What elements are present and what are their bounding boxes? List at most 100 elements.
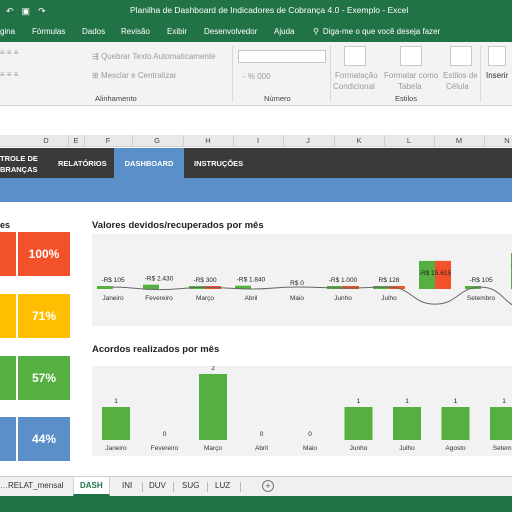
chart2-title: Acordos realizados por mês [92, 344, 220, 355]
data-label: 0 [260, 431, 264, 438]
dashboard-nav: TROLE DE BRANÇAS RELATÓRIOS DASHBOARD IN… [0, 148, 512, 178]
insert-cells-icon [488, 46, 506, 66]
save-icon[interactable]: ▣ [21, 5, 31, 16]
x-tick-label: Julho [381, 295, 397, 302]
number-format-dropdown[interactable] [238, 50, 326, 63]
column-header[interactable]: K [356, 136, 362, 145]
format-table-icon [400, 46, 422, 66]
x-tick-label: Março [196, 295, 214, 302]
ribbon-separator [232, 46, 233, 102]
nav-reports[interactable]: RELATÓRIOS [58, 158, 107, 168]
column-header[interactable]: J [306, 136, 310, 145]
column-header[interactable]: D [43, 136, 49, 145]
tab-view[interactable]: Exibir [167, 27, 188, 36]
cell-styles-label-1[interactable]: Estilos de [443, 71, 478, 80]
tab-help[interactable]: Ajuda [274, 27, 295, 36]
bar-recovered [235, 285, 251, 289]
sheet-tab-ini[interactable]: INI [122, 481, 133, 490]
format-table-label-2[interactable]: Tabela [398, 82, 422, 91]
column-header[interactable]: N [504, 136, 510, 145]
bar-owed [435, 260, 451, 289]
format-table-label-1[interactable]: Formatar como [384, 71, 439, 80]
chart1-title: Valores devidos/recuperados por mês [92, 220, 264, 231]
bar-agreements [102, 407, 130, 440]
nav-instructions[interactable]: INSTRUÇÕES [194, 158, 244, 168]
trend-line [112, 286, 512, 306]
tab-formulas[interactable]: Fórmulas [32, 27, 66, 36]
bar-recovered [97, 286, 113, 289]
sheet-scroll-left[interactable]: … [0, 481, 8, 490]
bar-recovered [143, 284, 159, 289]
tab-page-layout[interactable]: gina [0, 27, 16, 36]
status-bar [0, 496, 512, 512]
kpi-value: 57% [18, 356, 70, 400]
align-icons-row2[interactable]: ≡ ≡ ≡ [0, 70, 19, 79]
column-header[interactable]: L [406, 136, 412, 145]
kpi-value: 71% [18, 294, 70, 338]
wrap-text-button[interactable]: ⇶ Quebrar Texto Automaticamente [92, 52, 216, 61]
nav-dashboard[interactable]: DASHBOARD [114, 148, 184, 178]
sheet-tab-relat-mensal[interactable]: RELAT_mensal [8, 481, 64, 490]
add-sheet-icon[interactable]: + [262, 480, 274, 492]
column-headers: D E F G H I J K L M N [0, 135, 512, 147]
ribbon-tabs: gina Fórmulas Dados Revisão Exibir Desen… [0, 22, 512, 42]
data-label: R$ 128 [379, 277, 400, 284]
cell-styles-label-2[interactable]: Célula [446, 82, 469, 91]
sheet-tabs: … RELAT_mensal DASH INI DUV SUG LUZ + [0, 476, 512, 496]
insert-button[interactable]: Inserir [486, 71, 509, 80]
kpi-accent [0, 294, 16, 338]
ribbon-separator [480, 46, 481, 102]
x-tick-label: Janeiro [102, 295, 124, 302]
data-label: -R$ 20.000 [511, 262, 512, 269]
conditional-format-label-1[interactable]: Formatação [335, 71, 378, 80]
x-tick-label: Setemb [493, 445, 512, 452]
bar-agreements [344, 407, 373, 440]
chart2-area[interactable]: 1 Janeiro 0 Fevereiro 2 Março 0 Abril 0 Maio 1 Junh… [92, 366, 512, 456]
merge-center-button[interactable]: ⊞ Mesclar e Centralizar [92, 71, 177, 80]
data-label: -R$ 2.430 [145, 276, 174, 283]
x-tick-label: Junho [350, 445, 368, 452]
bar-recovered [327, 286, 343, 289]
data-label: 0 [163, 431, 167, 438]
sheet-tab-luz[interactable]: LUZ [215, 481, 231, 490]
sheet-tab-sug[interactable]: SUG [182, 481, 200, 490]
redo-icon[interactable]: ↷ [38, 5, 46, 16]
sheet-tab-dash[interactable]: DASH [73, 477, 110, 496]
search-icon: ⚲ [313, 27, 319, 36]
column-header[interactable]: H [205, 136, 211, 145]
bar-agreements [490, 407, 512, 440]
bar-agreements [199, 374, 227, 440]
tab-developer[interactable]: Desenvolvedor [204, 27, 258, 36]
tab-review[interactable]: Revisão [121, 27, 150, 36]
kpi-value: 44% [18, 417, 70, 461]
tab-data[interactable]: Dados [82, 27, 106, 36]
window-title: Planilha de Dashboard de Indicadores de … [130, 5, 409, 15]
conditional-format-label-2[interactable]: Condicional [333, 82, 375, 91]
align-icons-row1[interactable]: ≡ ≡ ≡ [0, 48, 19, 57]
data-label: R$ 0 [290, 280, 304, 287]
kpi-value: 100% [18, 232, 70, 276]
tell-me-search[interactable]: ⚲ Diga-me o que você deseja fazer [313, 27, 440, 36]
x-tick-label: Fevereiro [145, 295, 173, 302]
chart1-area[interactable]: -R$ 105 Janeiro -R$ 2.430 Fevereiro -R$ 300 M… [92, 234, 512, 326]
column-header[interactable]: G [154, 136, 160, 145]
column-header[interactable]: E [73, 136, 79, 145]
conditional-format-icon [344, 46, 366, 66]
column-header[interactable]: F [105, 136, 111, 145]
bar-owed [343, 286, 359, 289]
kpi-accent [0, 417, 16, 461]
data-label: -R$ 1.000 [329, 277, 358, 284]
data-label: 0 [308, 431, 312, 438]
x-tick-label: Maio [290, 295, 304, 302]
number-format-buttons[interactable]: - % 000 [243, 72, 271, 81]
data-label: -R$ 105 [101, 277, 125, 284]
sheet-tab-duv[interactable]: DUV [149, 481, 166, 490]
undo-icon[interactable]: ↶ [6, 5, 14, 16]
column-header[interactable]: M [455, 136, 463, 145]
column-header[interactable]: I [256, 136, 260, 145]
bar-agreements [441, 407, 470, 440]
quick-access-toolbar: ↶ ▣ ↷ [0, 6, 46, 17]
x-tick-label: Fevereiro [151, 445, 179, 452]
chart2-svg: 1 Janeiro 0 Fevereiro 2 Março 0 Abril 0 Maio 1 Junh… [102, 366, 512, 452]
cell-styles-icon [450, 46, 472, 66]
